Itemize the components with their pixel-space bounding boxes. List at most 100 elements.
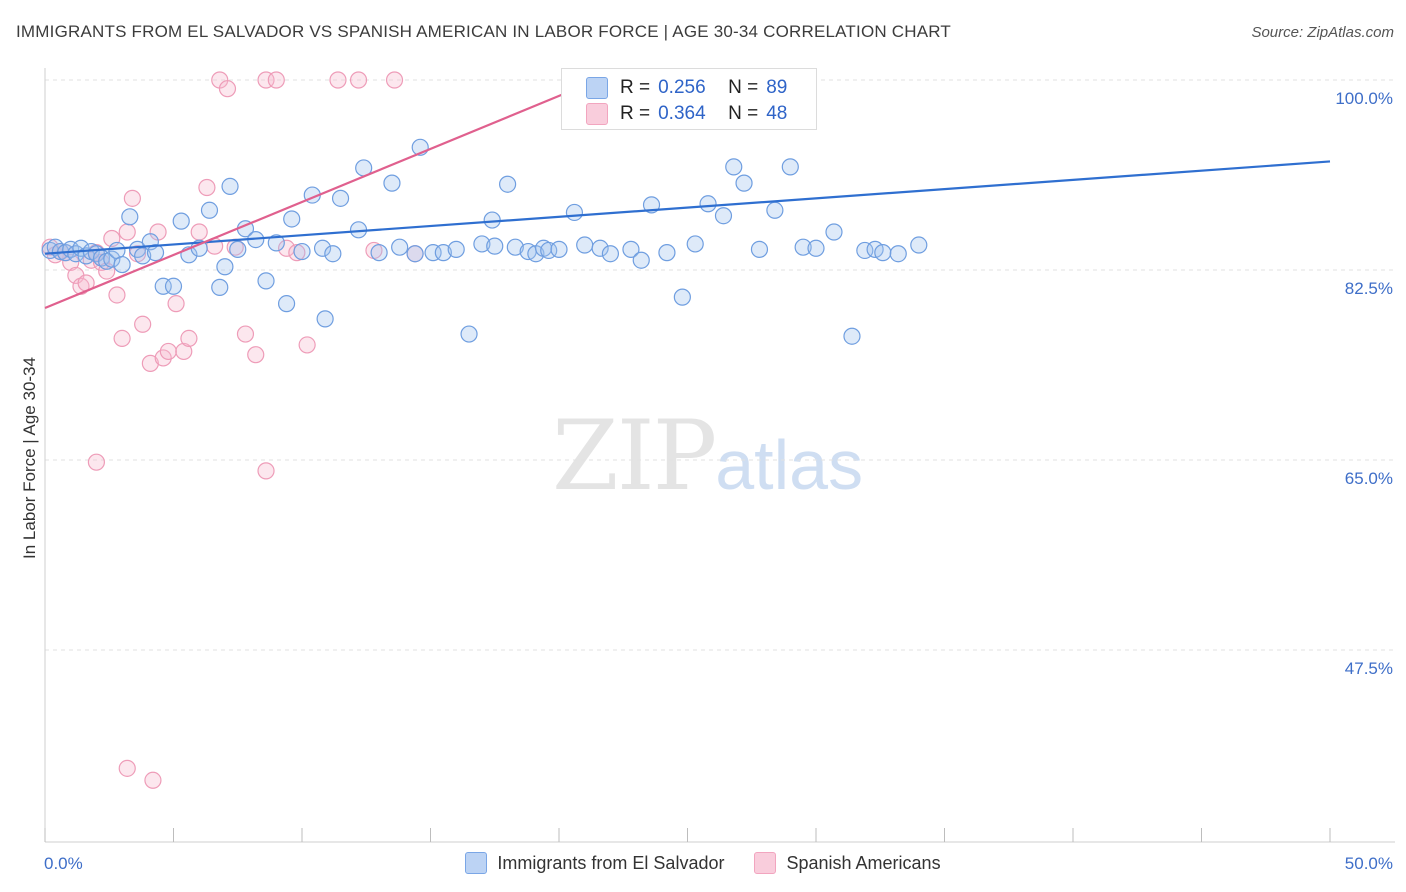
el-salvador-point	[910, 236, 928, 254]
stats-row-pink: R = 0.364 N = 48	[586, 103, 787, 125]
el-salvador-point	[257, 272, 275, 290]
el-salvador-point	[267, 234, 285, 252]
el-salvador-point	[121, 208, 139, 226]
legend-swatch-pink	[754, 852, 777, 874]
el-salvador-point	[658, 244, 676, 262]
el-salvador-point	[591, 239, 609, 257]
spanish-american-point	[62, 253, 80, 271]
x-tick-label-right: 50.0%	[1345, 854, 1393, 873]
x-tick-label-left: 0.0%	[44, 854, 83, 873]
y-tick-label: 47.5%	[1345, 659, 1393, 678]
legend-label: Spanish Americans	[786, 852, 941, 873]
el-salvador-point	[324, 245, 342, 263]
el-salvador-point	[460, 325, 478, 343]
legend-label: Immigrants from El Salvador	[497, 852, 725, 873]
source-label: Source: ZipAtlas.com	[1251, 24, 1394, 41]
y-tick-label: 82.5%	[1345, 279, 1393, 298]
el-salvador-point	[316, 310, 334, 328]
spanish-american-point	[247, 346, 265, 364]
legend-swatch-blue	[465, 852, 488, 874]
spanish-american-point	[118, 759, 136, 777]
blue-swatch	[586, 77, 608, 99]
spanish-american-point	[385, 71, 404, 89]
spanish-american-point	[329, 71, 347, 89]
spanish-american-point	[144, 771, 162, 789]
legend-item-spanish-americans[interactable]: Spanish Americans	[754, 852, 941, 874]
spanish-american-point	[141, 354, 159, 372]
el-salvador-point	[781, 158, 799, 176]
spanish-american-point	[198, 178, 216, 197]
n-value: 48	[766, 103, 788, 124]
el-salvador-point	[576, 236, 594, 254]
el-salvador-point	[331, 189, 350, 207]
el-salvador-point	[565, 203, 584, 222]
el-salvador-point	[601, 245, 620, 263]
el-salvador-point	[622, 240, 640, 258]
y-tick-label: 100.0%	[1335, 89, 1393, 108]
el-salvador-point	[216, 258, 234, 276]
legend: Immigrants from El Salvador Spanish Amer…	[0, 852, 1406, 874]
el-salvador-point	[113, 255, 131, 274]
r-label: R =	[620, 77, 651, 98]
legend-item-el-salvador[interactable]: Immigrants from El Salvador	[465, 852, 724, 874]
el-salvador-trendline	[44, 160, 1331, 255]
r-value: 0.364	[658, 103, 706, 124]
spanish-american-point	[288, 244, 306, 262]
el-salvador-point	[383, 174, 401, 192]
el-salvador-point	[699, 195, 717, 213]
spanish-american-point	[108, 286, 126, 304]
el-salvador-point	[499, 175, 517, 193]
el-salvador-point	[766, 201, 784, 219]
spanish-american-point	[218, 80, 237, 98]
el-salvador-point	[277, 295, 296, 313]
el-salvador-point	[473, 235, 491, 253]
stats-box: R = 0.256 N = 89 R = 0.364 N = 48	[561, 68, 817, 130]
el-salvador-point	[447, 240, 465, 258]
spanish-american-point	[87, 453, 106, 471]
spanish-american-point	[190, 223, 208, 241]
el-salvador-point	[134, 247, 152, 265]
stats-row-blue: R = 0.256 N = 89	[586, 77, 787, 99]
el-salvador-point	[293, 242, 311, 261]
el-salvador-point	[313, 239, 332, 257]
spanish-american-point	[175, 342, 193, 361]
el-salvador-point	[486, 237, 504, 255]
el-salvador-point	[164, 277, 183, 295]
el-salvador-point	[483, 211, 501, 229]
spanish-american-point	[236, 325, 255, 343]
el-salvador-point	[714, 207, 733, 225]
el-salvador-point	[221, 177, 239, 195]
el-salvador-point	[807, 239, 825, 257]
n-label: N =	[728, 77, 759, 98]
el-salvador-point	[874, 244, 892, 262]
spanish-american-point	[92, 253, 111, 271]
el-salvador-point	[229, 240, 247, 258]
n-value: 89	[766, 77, 788, 98]
spanish-american-point	[180, 329, 198, 347]
zipatlas-watermark: ZIPatlas	[552, 400, 864, 512]
spanish-american-point	[267, 71, 285, 89]
el-salvador-point	[391, 238, 409, 256]
el-salvador-point	[750, 240, 769, 258]
el-salvador-point	[506, 238, 524, 256]
el-salvador-point	[794, 238, 812, 256]
spanish-american-point	[298, 336, 316, 354]
spanish-american-trendline	[44, 78, 598, 310]
el-salvador-point	[550, 240, 568, 258]
spanish-american-point	[118, 223, 136, 241]
el-salvador-point	[434, 244, 452, 262]
chart-title: IMMIGRANTS FROM EL SALVADOR VS SPANISH A…	[16, 22, 952, 41]
spanish-american-point	[159, 342, 177, 361]
el-salvador-point	[370, 244, 388, 262]
spanish-american-point	[167, 295, 185, 313]
spanish-american-point	[123, 189, 141, 207]
r-label: R =	[620, 103, 651, 124]
el-salvador-point	[825, 223, 843, 241]
el-salvador-point	[632, 251, 650, 269]
el-salvador-point	[735, 174, 753, 192]
n-label: N =	[728, 103, 759, 124]
el-salvador-point	[889, 245, 907, 263]
el-salvador-point	[211, 278, 229, 296]
spanish-american-point	[113, 329, 131, 347]
y-tick-label: 65.0%	[1345, 469, 1393, 488]
